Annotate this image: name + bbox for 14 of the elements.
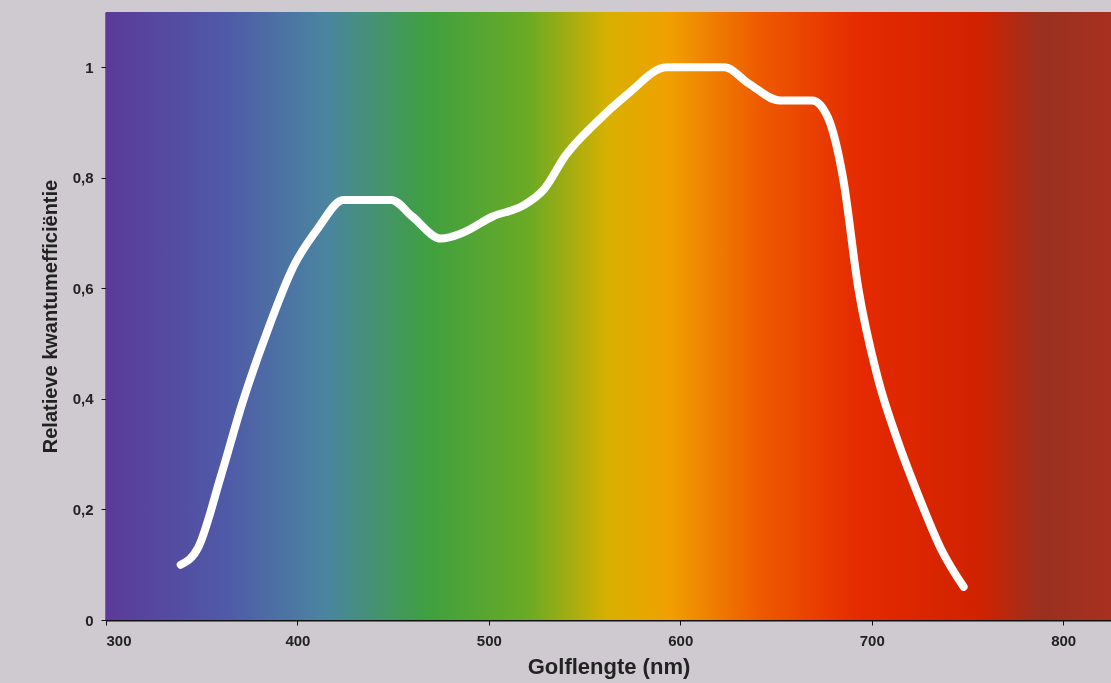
x-tick-label: 500 xyxy=(476,631,502,649)
y-tick-label: 0,4 xyxy=(72,390,95,408)
x-tick-label: 600 xyxy=(668,631,694,649)
y-axis-title: Relatieve kwantumefficiëntie xyxy=(38,179,61,454)
x-tick-label: 800 xyxy=(1051,631,1077,649)
y-tick-label: 0,6 xyxy=(72,279,94,297)
x-tick-label: 300 xyxy=(106,631,132,649)
x-tick-label: 400 xyxy=(285,631,311,649)
y-tick-label: 0,8 xyxy=(72,169,94,187)
y-tick-label: 0,2 xyxy=(72,500,94,518)
y-tick-label: 0 xyxy=(85,611,94,629)
y-tick-label: 1 xyxy=(85,58,94,76)
x-tick-label: 700 xyxy=(859,631,885,649)
x-axis-title: Golflengte (nm) xyxy=(527,653,691,679)
